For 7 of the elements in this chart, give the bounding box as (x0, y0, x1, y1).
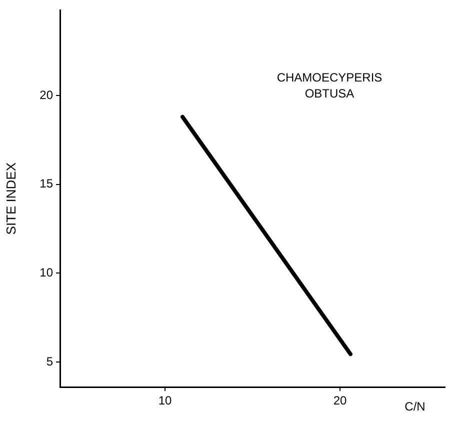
x-axis-title: C/N (404, 399, 426, 414)
y-axis-title: SITE INDEX (3, 162, 18, 235)
y-tick-label: 15 (40, 176, 54, 191)
annotation: CHAMOECYPERIS OBTUSA (276, 70, 382, 101)
y-tick-label: 5 (46, 354, 54, 368)
y-tick-label: 20 (40, 88, 54, 102)
y-tick-label: 10 (40, 266, 54, 280)
